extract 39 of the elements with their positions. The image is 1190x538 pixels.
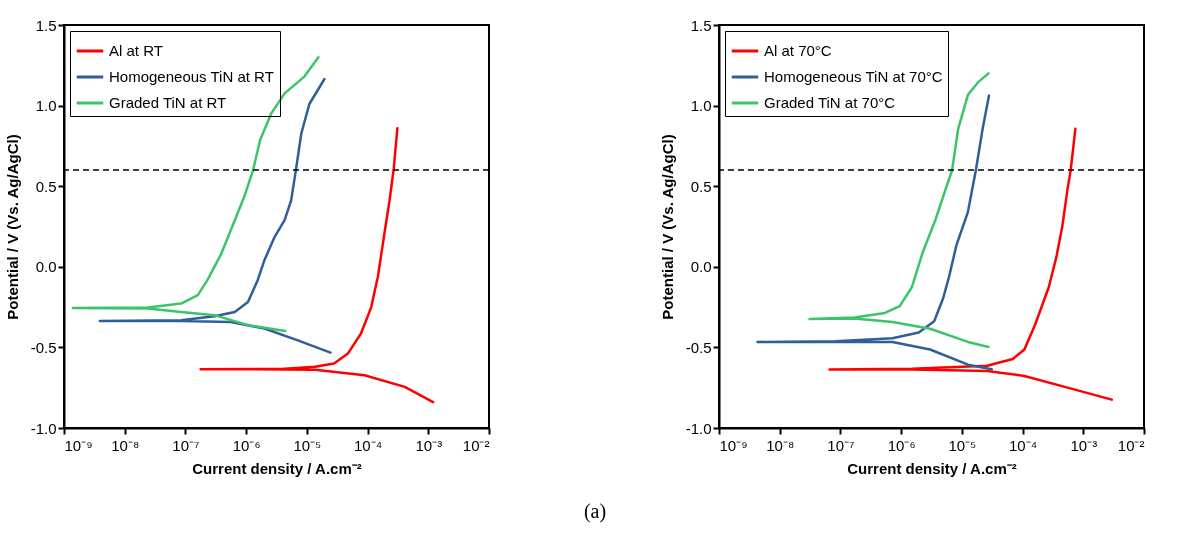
y-axis-title: Potential / V (Vs. Ag/AgCl) — [3, 134, 21, 320]
x-tick-label: 10⁻⁴ — [354, 436, 383, 454]
legend-label: Homogeneous TiN at 70°C — [764, 68, 943, 85]
x-tick-label: 10⁻⁷ — [172, 436, 200, 454]
y-tick-label: 1.5 — [35, 16, 57, 34]
x-tick-label: 10⁻⁶ — [232, 436, 261, 454]
legend-label: Graded TiN at 70°C — [764, 94, 896, 111]
x-tick-label: 10⁻³ — [1070, 436, 1098, 454]
y-tick-label: -1.0 — [30, 419, 57, 437]
x-tick-label: 10⁻⁶ — [887, 436, 916, 454]
legend-label: Homogeneous TiN at RT — [109, 68, 274, 85]
legend-label: Al at 70°C — [764, 42, 832, 59]
x-tick-label: 10⁻⁸ — [111, 436, 140, 454]
y-tick-label: -1.0 — [685, 419, 712, 437]
x-tick-label: 10⁻² — [1117, 436, 1145, 454]
x-tick-label: 10⁻⁹ — [719, 436, 748, 454]
y-tick-label: 0.0 — [35, 258, 57, 276]
x-tick-label: 10⁻⁵ — [293, 436, 322, 454]
text: (a) — [582, 500, 608, 523]
x-tick-label: 10⁻⁷ — [827, 436, 855, 454]
y-tick-label: 1.0 — [35, 97, 57, 115]
y-axis-title: Potential / V (Vs. Ag/AgCl) — [658, 134, 676, 320]
y-tick-label: -0.5 — [685, 338, 712, 356]
y-tick-label: 0.5 — [690, 177, 712, 195]
legend-label: Graded TiN at RT — [109, 94, 227, 111]
x-axis-title: Current density / A.cm⁻² — [847, 459, 1017, 477]
x-tick-label: 10⁻⁴ — [1009, 436, 1038, 454]
y-tick-label: 1.0 — [690, 97, 712, 115]
x-tick-label: 10⁻⁵ — [948, 436, 977, 454]
y-tick-label: 0.0 — [690, 258, 712, 276]
x-tick-label: 10⁻² — [462, 436, 490, 454]
x-tick-label: 10⁻³ — [415, 436, 443, 454]
y-tick-label: 1.5 — [690, 16, 712, 34]
y-tick-label: -0.5 — [30, 338, 57, 356]
x-tick-label: 10⁻⁹ — [64, 436, 93, 454]
legend-label: Al at RT — [109, 42, 163, 59]
x-tick-label: 10⁻⁸ — [766, 436, 795, 454]
y-tick-label: 0.5 — [35, 177, 57, 195]
x-axis-title: Current density / A.cm⁻² — [192, 459, 362, 477]
